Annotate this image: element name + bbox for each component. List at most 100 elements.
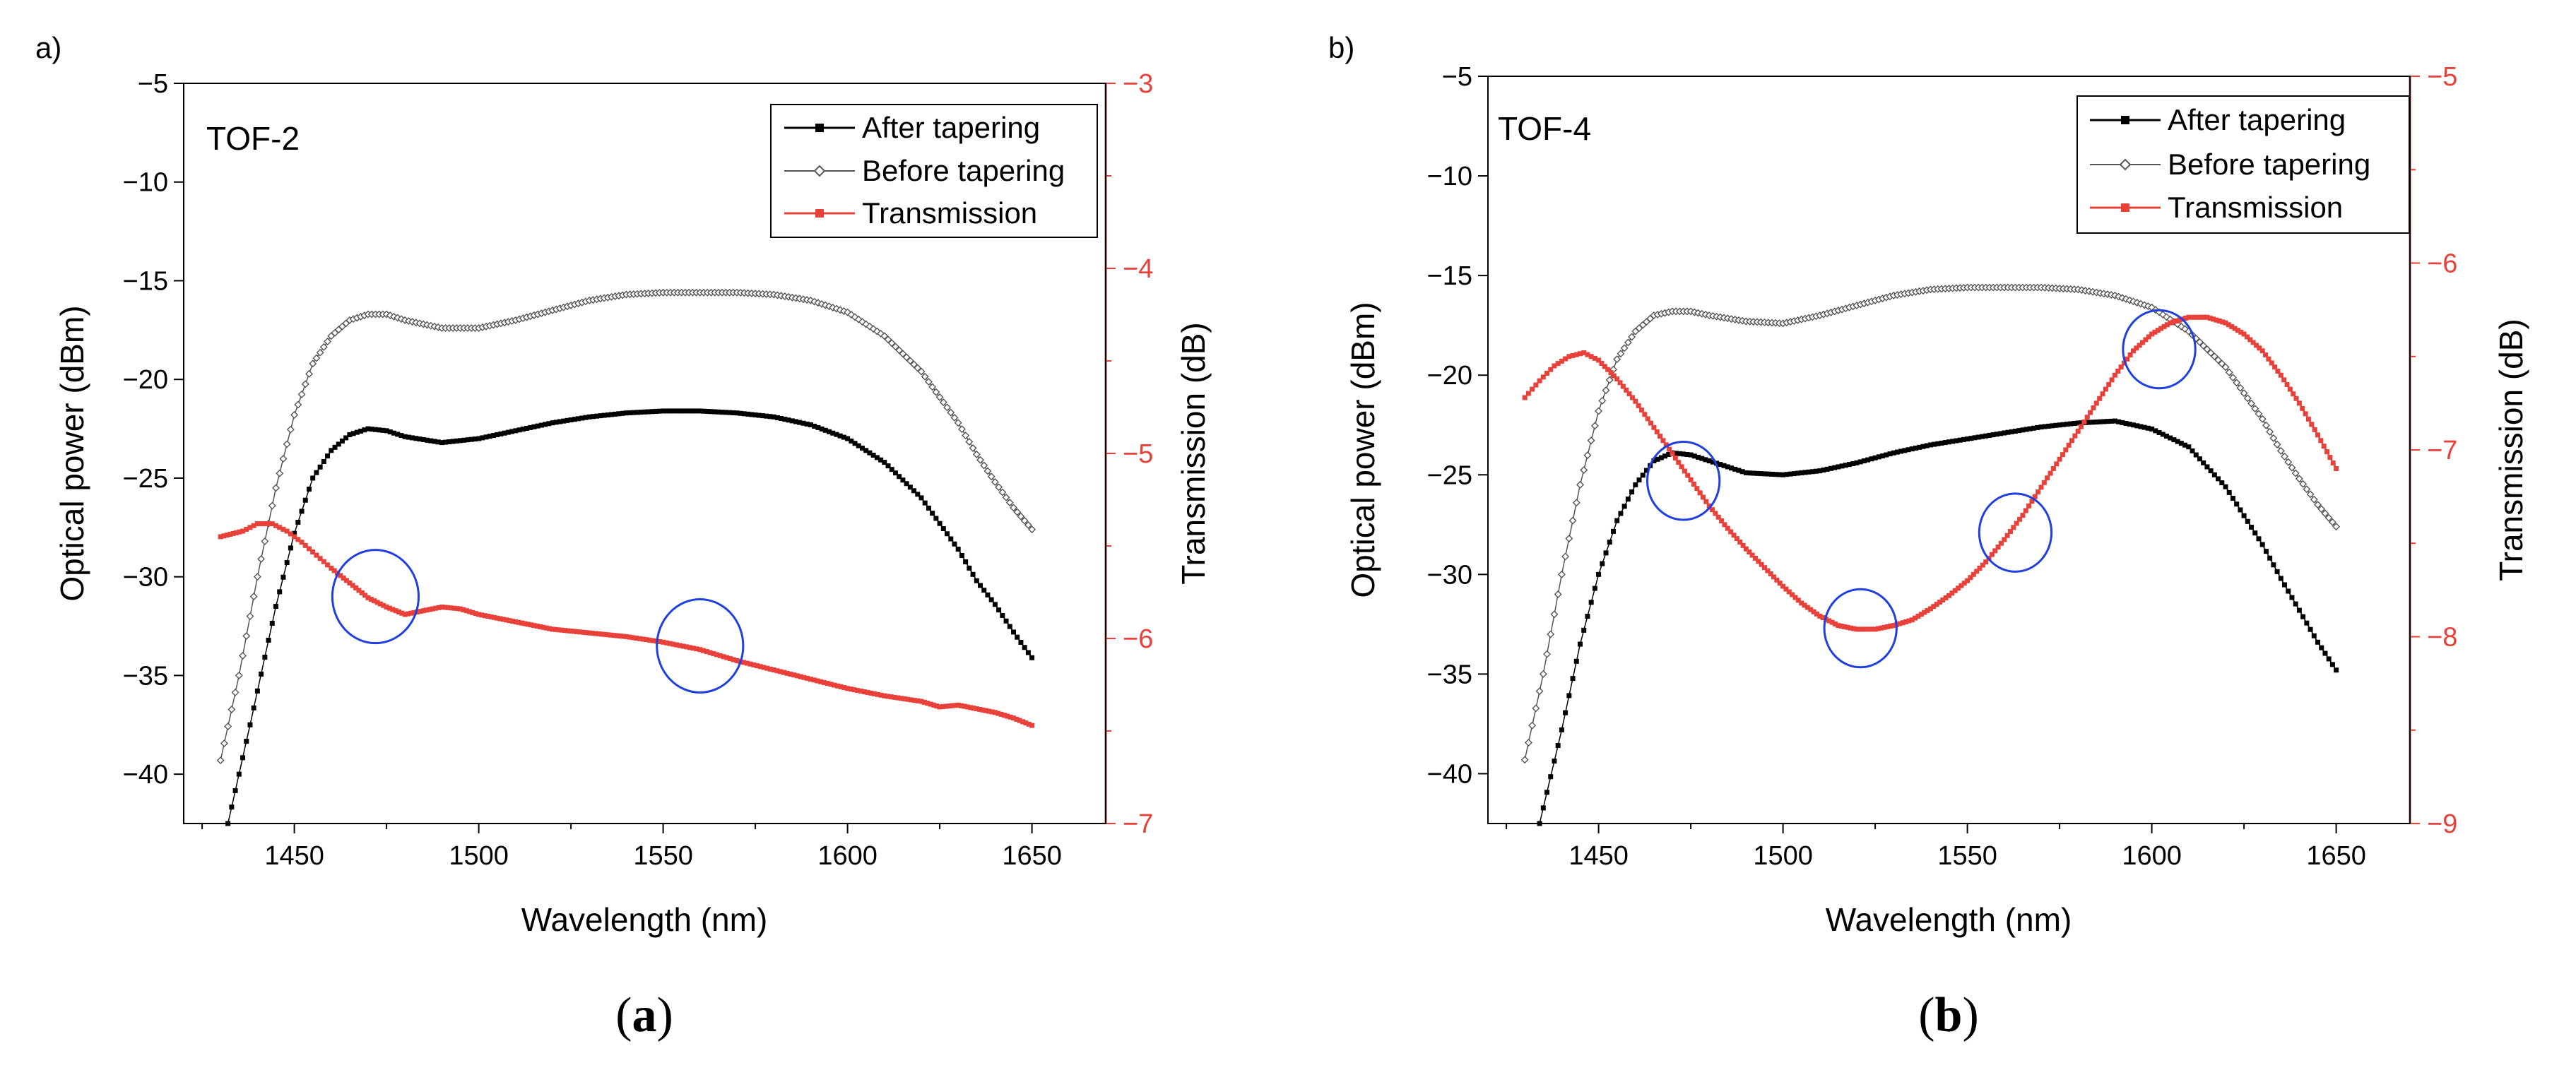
panel-a-point-after <box>605 412 610 418</box>
panel-b-point-before <box>1602 386 1610 395</box>
panel-a-point-after <box>686 408 692 414</box>
panel-b-point-after <box>2308 626 2313 632</box>
panel-a-tag: a) <box>35 31 61 64</box>
panel-b-point-transmission <box>2303 411 2308 417</box>
panel-a-point-before <box>954 419 962 427</box>
panel-b-point-transmission <box>1937 600 1942 605</box>
panel-a-point-transmission <box>623 634 629 639</box>
panel-b-point-transmission <box>1808 607 1814 612</box>
panel-b-point-transmission <box>2272 364 2278 370</box>
panel-b-point-transmission <box>2100 391 2105 397</box>
panel-b-point-after <box>1806 469 1812 475</box>
panel-b-axes: 1450 1500 1550 1600 1650 −40 −35 −30 −25 −20 −15 −1… <box>1427 62 2458 871</box>
panel-a-point-after <box>435 439 441 445</box>
panel-a-point-transmission <box>247 525 253 530</box>
panel-a-point-after <box>561 418 567 424</box>
panel-b-point-transmission <box>1645 416 1650 422</box>
panel-a-point-before <box>921 372 929 381</box>
panel-a-point-before <box>965 438 974 446</box>
panel-b-point-after <box>2160 432 2166 437</box>
panel-b-point-transmission <box>1559 358 1564 364</box>
panel-b-point-after <box>2053 422 2059 428</box>
panel-a-point-before <box>910 360 918 369</box>
panel-a-point-transmission <box>861 689 867 695</box>
panel-b-y-tick-label--25: −25 <box>1427 460 1472 490</box>
panel-a-point-transmission <box>724 655 730 660</box>
panel-a-point-transmission <box>855 688 861 694</box>
panel-a-point-transmission <box>295 537 301 542</box>
panel-b-point-transmission <box>2214 317 2219 323</box>
panel-a-point-transmission <box>259 521 264 527</box>
panel-b-point-before <box>2332 523 2341 531</box>
panel-b-point-transmission <box>1838 624 1844 629</box>
panel-b-point-transmission <box>2088 410 2093 415</box>
panel-a-point-transmission <box>950 703 955 708</box>
panel-b-point-after <box>1729 465 1735 471</box>
panel-a-point-after <box>745 411 751 417</box>
panel-a-legend-marker-before <box>813 165 826 177</box>
panel-a-point-after <box>598 413 603 419</box>
panel-a-point-after <box>343 435 349 441</box>
panel-a-point-after <box>266 637 271 643</box>
panel-b-point-after <box>1754 470 1760 476</box>
panel-b-y-tick-label--40: −40 <box>1427 759 1472 789</box>
panel-b-point-transmission <box>2093 400 2099 406</box>
panel-a-point-after <box>649 409 655 415</box>
panel-a-point-transmission <box>751 662 757 667</box>
panel-a-point-before <box>279 455 288 463</box>
panel-b-point-after <box>1636 477 1642 483</box>
panel-b-point-transmission <box>1548 367 1554 372</box>
panel-b-point-after <box>2112 418 2117 424</box>
panel-b-legend: After tapering Before tapering Transmiss… <box>2076 95 2410 234</box>
panel-b-point-after <box>2282 582 2288 588</box>
panel-b-point-before <box>2233 379 2241 387</box>
panel-b-point-after <box>2186 444 2192 450</box>
panel-a-point-transmission <box>818 679 824 684</box>
panel-b-point-transmission <box>2084 415 2090 420</box>
panel-a-point-transmission <box>912 698 918 703</box>
panel-a-point-before <box>998 488 1007 497</box>
panel-b-point-transmission <box>2235 328 2240 333</box>
panel-b-point-transmission <box>2293 396 2299 401</box>
panel-a-point-after <box>524 426 529 432</box>
panel-a-point-transmission <box>284 528 290 534</box>
panel-a-point-transmission <box>620 634 626 639</box>
panel-a-point-after <box>251 705 256 711</box>
panel-b-point-transmission <box>1694 486 1700 492</box>
panel-b-point-transmission <box>2220 319 2226 325</box>
panel-a-point-after <box>468 436 474 442</box>
panel-a-point-transmission <box>602 631 608 637</box>
panel-a-point-transmission <box>767 666 773 672</box>
panel-b-point-after <box>1990 432 1996 438</box>
panel-b-point-after <box>1968 436 1974 441</box>
panel-b-point-after <box>2098 419 2103 424</box>
panel-b-point-transmission <box>1537 378 1542 384</box>
panel-b-point-after <box>1773 472 1778 477</box>
panel-a-point-before <box>312 354 321 362</box>
panel-a-point-transmission <box>858 689 864 694</box>
panel-b-point-transmission <box>2125 356 2130 362</box>
panel-a-y-tick-label--25: −25 <box>123 464 168 494</box>
panel-a-point-transmission <box>697 647 703 653</box>
panel-b-point-after <box>2304 620 2310 626</box>
panel-b-point-after <box>2219 480 2225 486</box>
panel-a-point-after <box>808 422 813 427</box>
panel-a-point-transmission <box>547 626 553 631</box>
panel-a-point-before <box>324 338 332 346</box>
panel-b-point-after <box>2182 442 2188 448</box>
panel-b-point-before <box>2243 394 2252 403</box>
panel-b-point-after <box>2238 507 2243 513</box>
panel-b-point-after <box>2145 425 2151 431</box>
panel-b-point-after <box>2241 513 2247 518</box>
panel-b-legend-transmission: Transmission <box>2168 191 2343 224</box>
panel-b-point-after <box>1972 435 1978 441</box>
panel-b-point-transmission <box>2050 465 2056 471</box>
panel-a-point-after <box>918 495 924 501</box>
panel-a-point-after <box>229 804 235 810</box>
panel-b-point-transmission <box>1522 395 1528 400</box>
panel-b-point-before <box>2266 427 2274 436</box>
panel-b-point-after <box>2211 472 2217 477</box>
panel-b-point-transmission <box>1743 546 1749 552</box>
panel-a-point-transmission <box>420 608 426 614</box>
panel-a-point-before <box>1005 499 1014 507</box>
